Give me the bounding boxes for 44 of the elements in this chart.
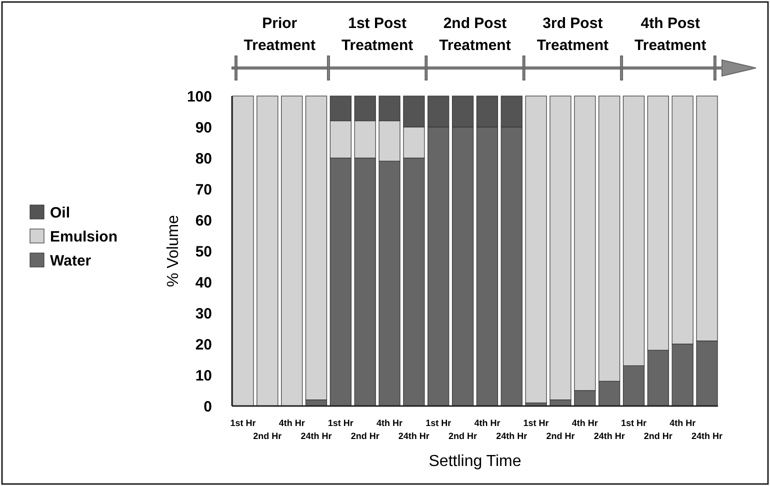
text: 2nd Post Treatment: [439, 15, 511, 54]
y-tick-label: 20: [195, 336, 212, 354]
x-tick-label: 4th Hr: [572, 418, 598, 428]
y-tick-label: 90: [195, 119, 212, 136]
text: 4th Post Treatment: [634, 15, 706, 54]
x-tick-label: 2nd Hr: [546, 431, 576, 441]
x-axis-title: Settling Time: [428, 453, 522, 470]
y-tick-label: 50: [195, 243, 212, 260]
x-tick-label: 2nd Hr: [644, 431, 673, 441]
x-tick-label: 1st Hr: [426, 418, 452, 428]
y-tick-label: 60: [195, 212, 212, 230]
x-tick-label: 24th Hr: [300, 431, 332, 441]
text: 3rd Post Treatment: [536, 15, 609, 54]
x-tick-label: 4th Hr: [278, 418, 306, 428]
bar: [525, 96, 547, 404]
x-tick-label: 24th Hr: [496, 431, 528, 441]
legend-label: Emulsion: [50, 228, 118, 246]
y-tick-label: 0: [204, 398, 212, 416]
x-tick-label: 4th Hr: [670, 418, 696, 428]
x-tick-label: 24th Hr: [692, 431, 724, 441]
text: Prior Treatment: [244, 15, 316, 54]
x-tick-label: 1st Hr: [523, 418, 550, 428]
x-tick-label: 2nd Hr: [253, 431, 282, 441]
x-tick-label: 24th Hr: [398, 431, 430, 441]
y-tick-label: 80: [195, 150, 212, 168]
x-tick-label: 2nd Hr: [448, 431, 478, 441]
x-tick-label: 1st Hr: [328, 418, 354, 428]
y-tick-label: 40: [195, 274, 212, 292]
legend-label: Water: [50, 252, 92, 270]
x-tick-label: 24th Hr: [594, 431, 626, 441]
legend-label: Oil: [50, 204, 70, 222]
x-tick-label: 1st Hr: [620, 418, 647, 428]
y-tick-label: 70: [195, 181, 212, 198]
x-tick-label: 2nd Hr: [350, 431, 380, 441]
y-axis-title: % Volume: [165, 214, 182, 288]
y-tick-label: 100: [186, 88, 212, 106]
y-tick-label: 10: [195, 367, 212, 384]
x-tick-label: 1st Hr: [230, 418, 256, 428]
x-tick-label: 4th Hr: [376, 418, 404, 428]
x-tick-label: 4th Hr: [474, 418, 501, 428]
bar: [256, 96, 278, 406]
bar: [281, 96, 303, 406]
text: 1st Post Treatment: [341, 15, 414, 54]
y-tick-label: 30: [195, 305, 212, 322]
